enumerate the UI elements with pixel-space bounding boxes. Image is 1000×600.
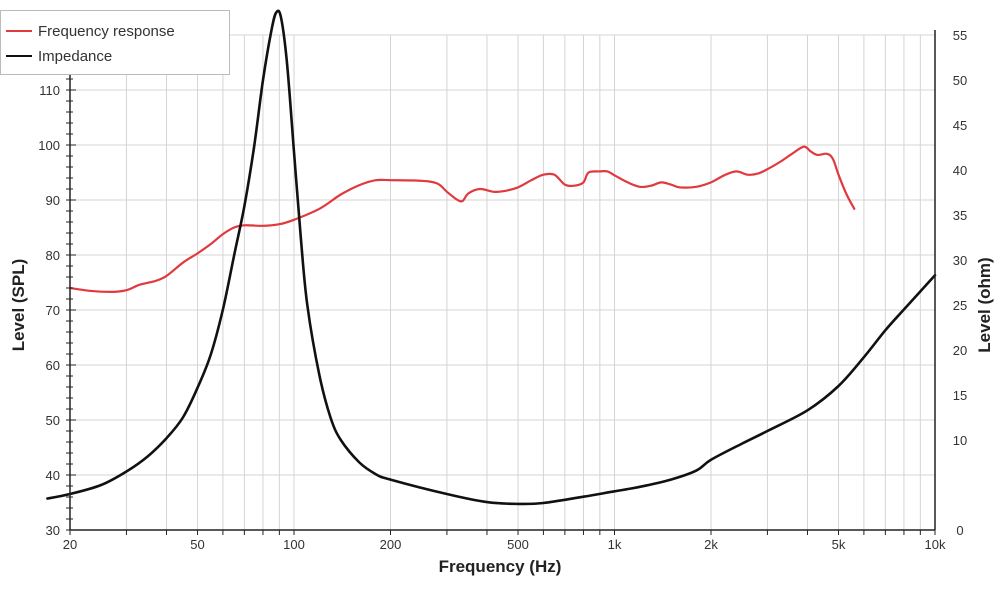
x-tick-label: 5k — [832, 537, 846, 552]
right-tick-label: 15 — [953, 388, 967, 403]
series-layer — [46, 9, 937, 506]
x-tick-label: 200 — [380, 537, 402, 552]
left-tick-label: 110 — [39, 83, 60, 98]
x-tick-label: 1k — [608, 537, 622, 552]
left-tick-label: 50 — [46, 413, 60, 428]
left-tick-label: 60 — [46, 358, 60, 373]
x-tick-label: 50 — [190, 537, 204, 552]
legend-box — [0, 10, 230, 75]
x-tick-label: 20 — [63, 537, 77, 552]
right-tick-label: 45 — [953, 118, 967, 133]
legend: Frequency response Impedance — [0, 10, 230, 75]
x-tick-label: 100 — [283, 537, 305, 552]
right-tick-label: 40 — [953, 163, 967, 178]
legend-label-frequency-response: Frequency response — [38, 23, 175, 40]
left-tick-label: 100 — [38, 138, 60, 153]
left-tick-label: 90 — [46, 193, 60, 208]
right-tick-label: 0 — [956, 523, 963, 538]
left-tick-label: 30 — [46, 523, 60, 538]
right-tick-label: 50 — [953, 73, 967, 88]
axes-layer: 3040506070809010011012001015202530354045… — [38, 28, 967, 552]
right-axis-title: Level (ohm) — [975, 257, 994, 352]
right-tick-label: 20 — [953, 343, 967, 358]
left-tick-label: 80 — [46, 248, 60, 263]
right-tick-label: 10 — [953, 433, 967, 448]
right-tick-label: 35 — [953, 208, 967, 223]
left-axis-title: Level (SPL) — [9, 259, 28, 352]
series-line-impedance — [46, 9, 937, 506]
left-tick-label: 40 — [46, 468, 60, 483]
right-tick-label: 25 — [953, 298, 967, 313]
x-tick-label: 2k — [704, 537, 718, 552]
grid-layer — [69, 34, 936, 531]
right-tick-label: 55 — [953, 28, 967, 43]
right-tick-label: 30 — [953, 253, 967, 268]
x-axis-title: Frequency (Hz) — [439, 557, 562, 576]
x-tick-label: 10k — [925, 537, 946, 552]
x-tick-label: 500 — [507, 537, 529, 552]
left-tick-label: 70 — [46, 303, 60, 318]
legend-label-impedance: Impedance — [38, 48, 112, 65]
series-line-frequency-response — [68, 145, 856, 293]
